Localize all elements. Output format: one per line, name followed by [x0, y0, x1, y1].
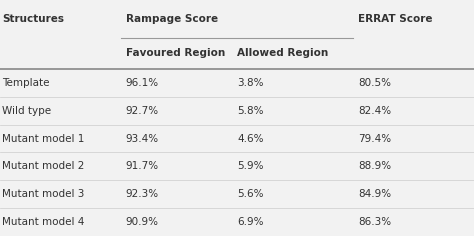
Text: 92.7%: 92.7% [126, 106, 159, 116]
Text: 5.9%: 5.9% [237, 161, 264, 171]
Text: Mutant model 4: Mutant model 4 [2, 217, 85, 227]
Text: 96.1%: 96.1% [126, 78, 159, 88]
Text: 79.4%: 79.4% [358, 134, 391, 143]
Text: 90.9%: 90.9% [126, 217, 159, 227]
Text: 82.4%: 82.4% [358, 106, 391, 116]
Text: Allowed Region: Allowed Region [237, 48, 328, 58]
Text: Template: Template [2, 78, 50, 88]
Text: 93.4%: 93.4% [126, 134, 159, 143]
Text: Mutant model 2: Mutant model 2 [2, 161, 85, 171]
Text: 86.3%: 86.3% [358, 217, 391, 227]
Text: 4.6%: 4.6% [237, 134, 264, 143]
Text: 3.8%: 3.8% [237, 78, 264, 88]
Text: Mutant model 1: Mutant model 1 [2, 134, 85, 143]
Text: Wild type: Wild type [2, 106, 52, 116]
Text: 5.8%: 5.8% [237, 106, 264, 116]
Text: ERRAT Score: ERRAT Score [358, 14, 432, 24]
Text: 84.9%: 84.9% [358, 189, 391, 199]
Text: Mutant model 3: Mutant model 3 [2, 189, 85, 199]
Text: 88.9%: 88.9% [358, 161, 391, 171]
Text: Rampage Score: Rampage Score [126, 14, 218, 24]
Text: Structures: Structures [2, 14, 64, 24]
Text: 91.7%: 91.7% [126, 161, 159, 171]
Text: 92.3%: 92.3% [126, 189, 159, 199]
Text: 6.9%: 6.9% [237, 217, 264, 227]
Text: 5.6%: 5.6% [237, 189, 264, 199]
Text: Favoured Region: Favoured Region [126, 48, 225, 58]
Text: 80.5%: 80.5% [358, 78, 391, 88]
